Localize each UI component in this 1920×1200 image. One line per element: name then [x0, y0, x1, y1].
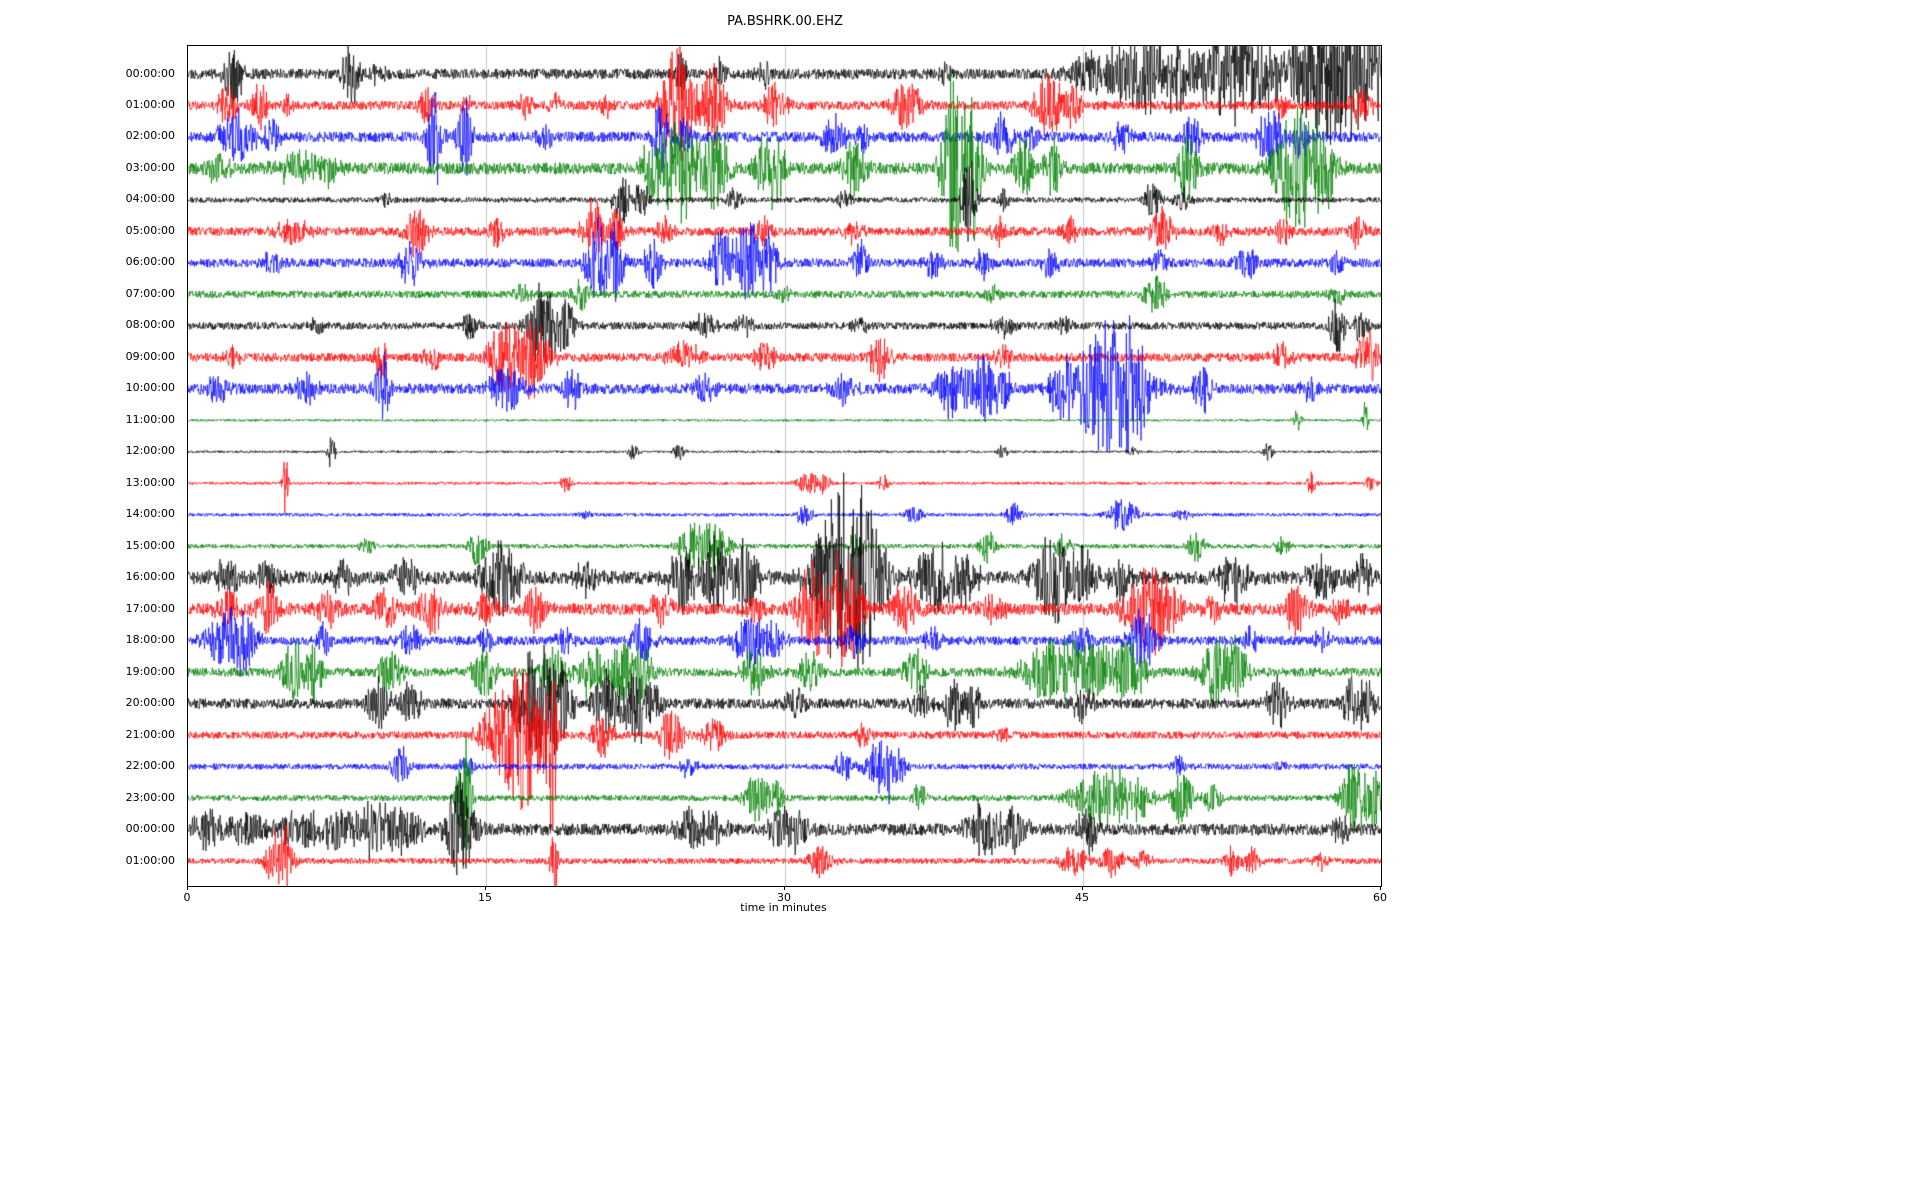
- seismogram-canvas: [188, 46, 1381, 886]
- row-label: 21:00:00: [125, 727, 175, 741]
- x-axis-ticks: 0 15 30 45 60: [183, 885, 1387, 915]
- row-label: 05:00:00: [125, 223, 175, 237]
- row-label: 14:00:00: [125, 507, 175, 521]
- x-tick-mark: [187, 886, 188, 890]
- row-label: 01:00:00: [125, 97, 175, 111]
- row-label: 09:00:00: [125, 349, 175, 363]
- plot-area: [187, 45, 1382, 887]
- row-label: 00:00:00: [125, 822, 175, 836]
- row-label: 04:00:00: [125, 192, 175, 206]
- x-tick-label: 0: [183, 891, 191, 904]
- row-label: 02:00:00: [125, 129, 175, 143]
- row-label: 18:00:00: [125, 633, 175, 647]
- x-tick-mark: [1380, 886, 1381, 890]
- x-tick-label: 60: [1373, 891, 1387, 904]
- x-tick-label: 45: [1075, 891, 1089, 904]
- row-label: 10:00:00: [125, 381, 175, 395]
- row-label: 00:00:00: [125, 66, 175, 80]
- row-label: 19:00:00: [125, 664, 175, 678]
- row-label: 13:00:00: [125, 475, 175, 489]
- row-label: 01:00:00: [125, 853, 175, 867]
- x-tick-mark: [1082, 886, 1083, 890]
- x-axis-label: time in minutes: [740, 901, 827, 914]
- x-tick-label: 15: [478, 891, 492, 904]
- x-tick-label: 30: [777, 891, 791, 904]
- row-label: 12:00:00: [125, 444, 175, 458]
- row-label: 17:00:00: [125, 601, 175, 615]
- row-label: 06:00:00: [125, 255, 175, 269]
- row-label: 15:00:00: [125, 538, 175, 552]
- row-label: 20:00:00: [125, 696, 175, 710]
- row-label: 22:00:00: [125, 759, 175, 773]
- row-label: 16:00:00: [125, 570, 175, 584]
- row-labels-axis: 00:00:00 01:00:00 02:00:00 03:00:00 04:00:00…: [0, 45, 181, 885]
- row-label: 07:00:00: [125, 286, 175, 300]
- row-label: 11:00:00: [125, 412, 175, 426]
- row-label: 08:00:00: [125, 318, 175, 332]
- chart-title: PA.BSHRK.00.EHZ: [727, 14, 843, 29]
- x-tick-mark: [784, 886, 785, 890]
- x-tick-mark: [485, 886, 486, 890]
- row-label: 03:00:00: [125, 160, 175, 174]
- row-label: 23:00:00: [125, 790, 175, 804]
